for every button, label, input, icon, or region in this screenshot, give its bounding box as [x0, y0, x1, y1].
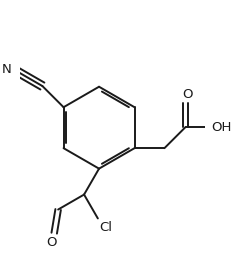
Text: N: N: [2, 63, 12, 76]
Text: OH: OH: [212, 120, 232, 133]
Text: O: O: [182, 88, 192, 101]
Text: Cl: Cl: [99, 221, 112, 234]
Text: O: O: [47, 236, 57, 249]
